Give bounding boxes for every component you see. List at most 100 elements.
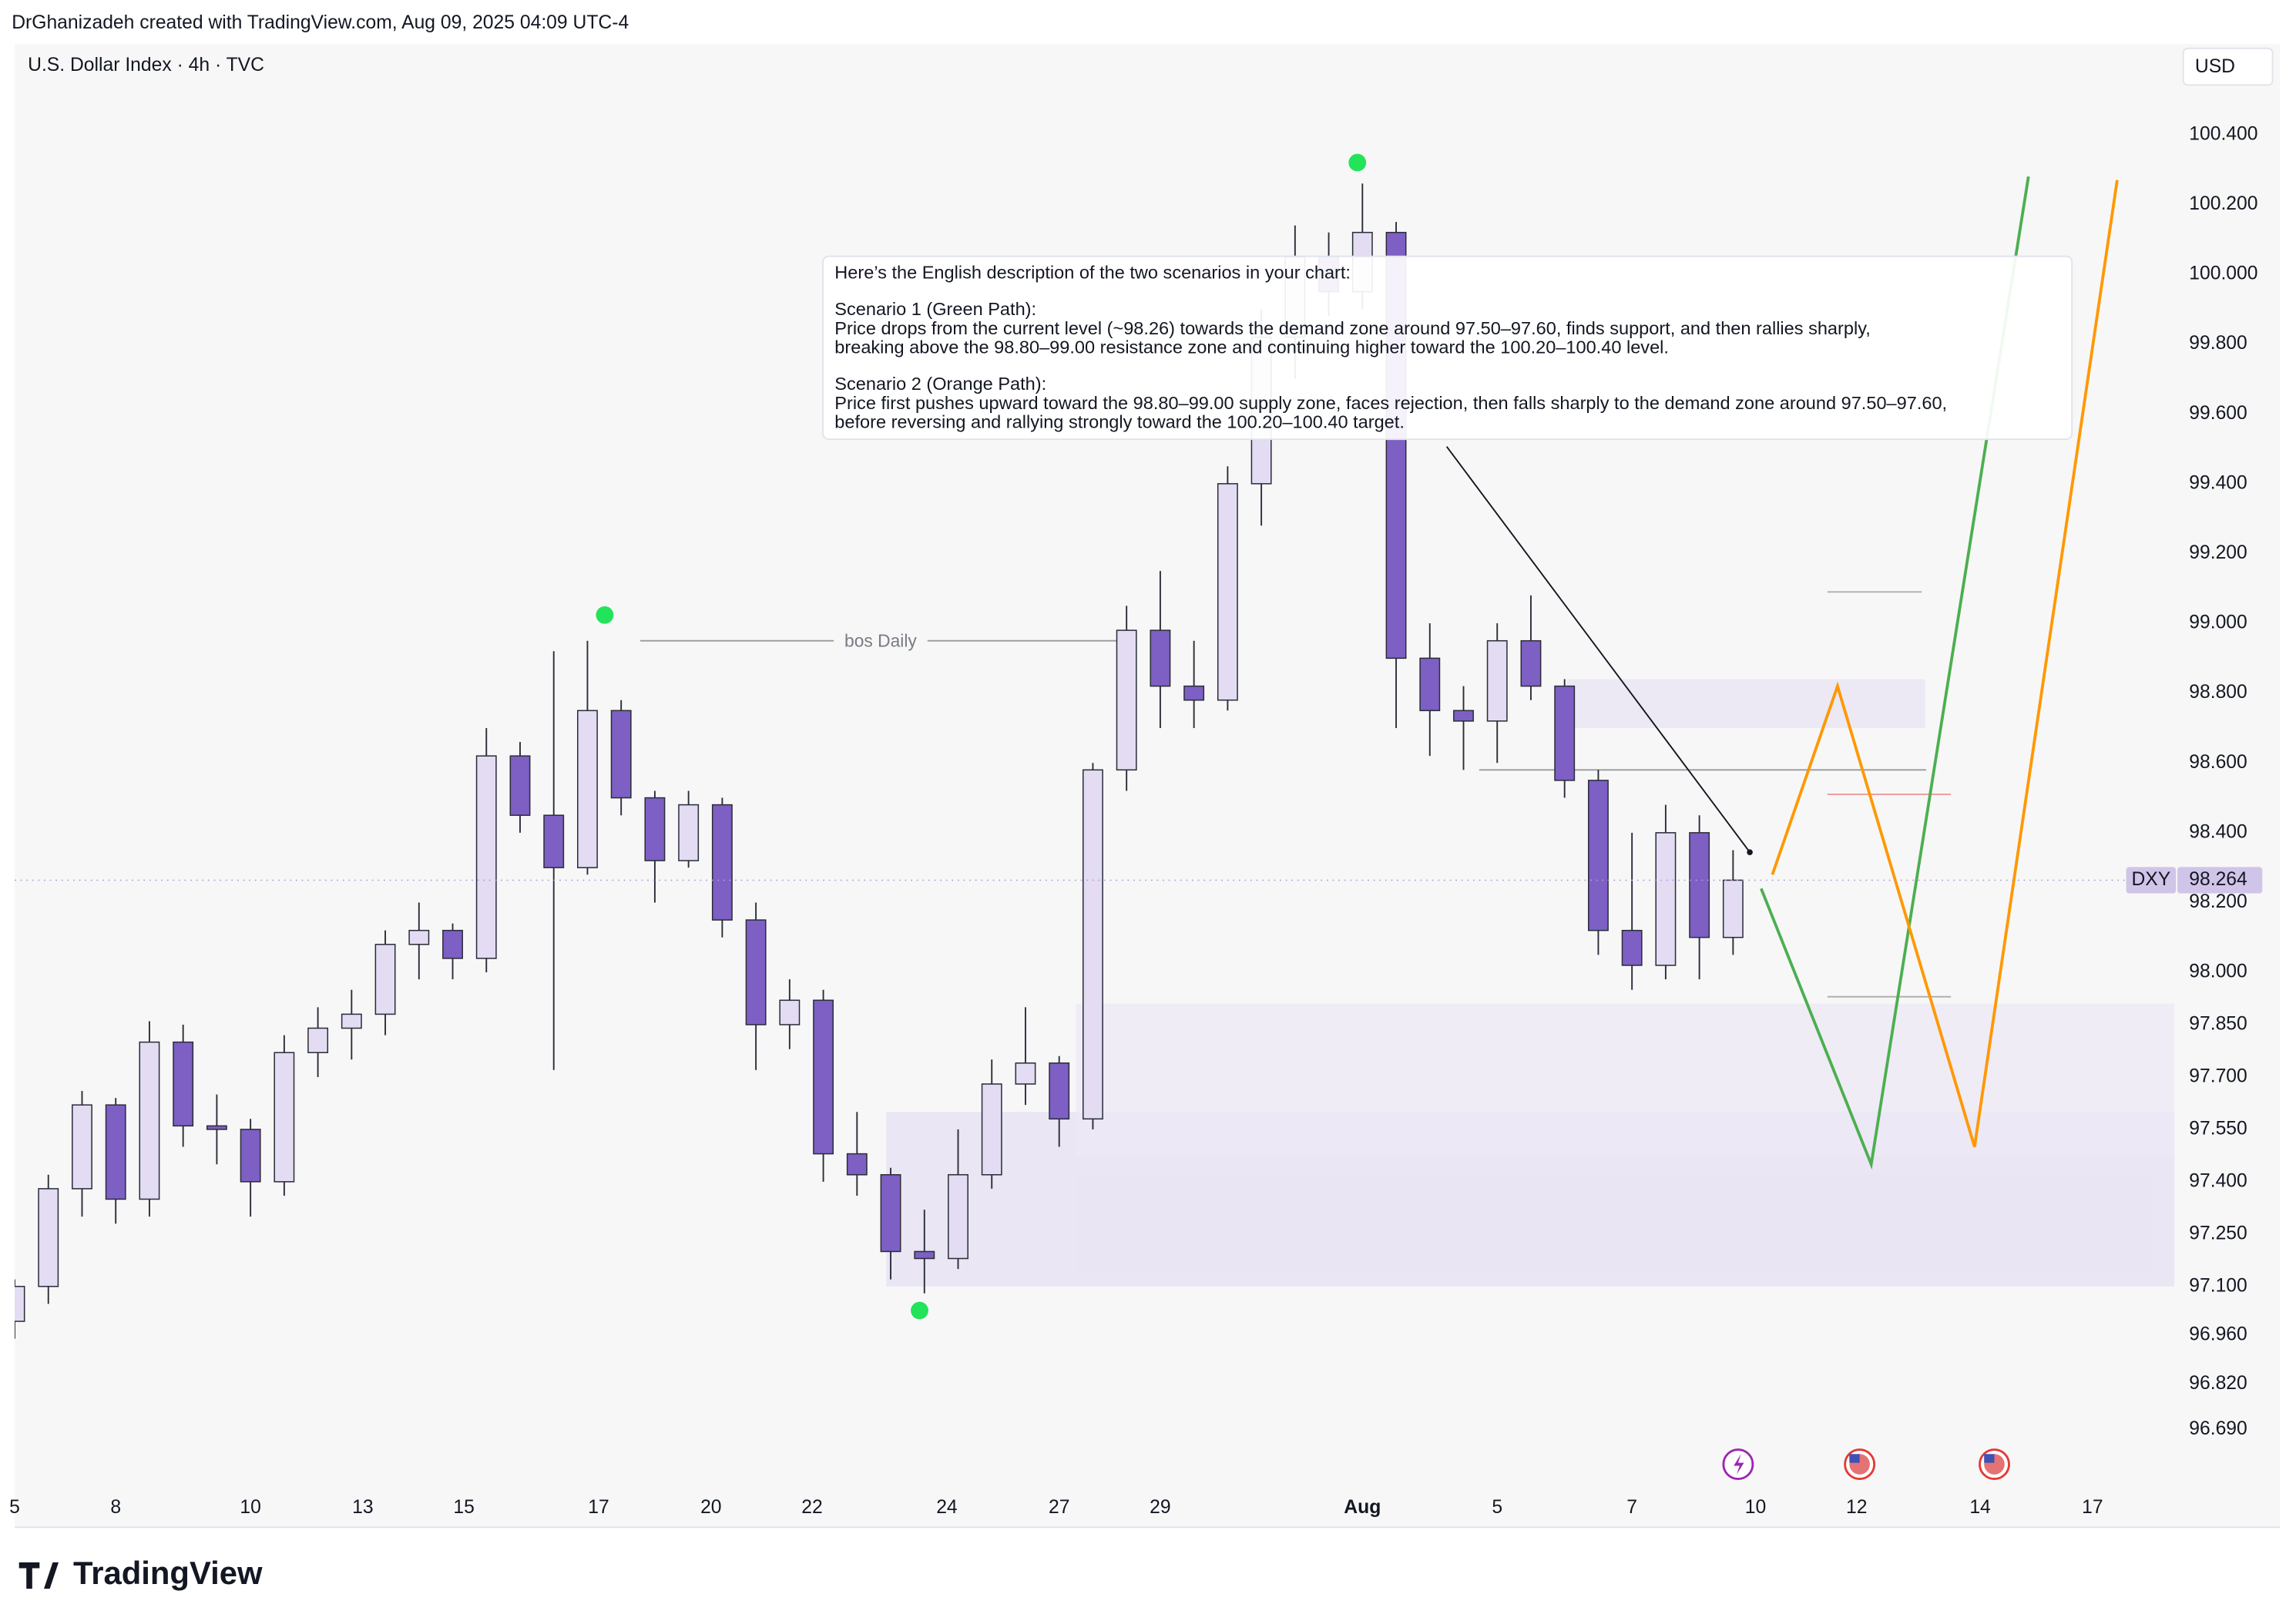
x-tick-label: 10: [240, 1497, 260, 1518]
candle-body: [1486, 639, 1508, 722]
candle-body: [846, 1153, 868, 1176]
candle-body: [274, 1052, 295, 1183]
candle-body: [509, 755, 531, 816]
y-tick-label: 98.400: [2189, 821, 2247, 842]
candle-body: [610, 710, 632, 799]
x-tick-label: 12: [1846, 1497, 1867, 1518]
annotation-intro: Here’s the English description of the tw…: [834, 263, 1351, 283]
x-tick-label: 17: [588, 1497, 609, 1518]
annotation-heading: Scenario 1 (Green Path):: [834, 299, 1036, 319]
scenario-path: [1771, 180, 2119, 1148]
candle-body: [948, 1174, 968, 1260]
x-tick-label: 17: [2082, 1497, 2103, 1518]
symbol-tag: [2126, 867, 2177, 894]
candle-body: [72, 1104, 92, 1190]
currency[interactable]: USD: [2195, 56, 2235, 77]
candle-body: [914, 1250, 935, 1260]
brand[interactable]: TradingView: [73, 1555, 263, 1591]
y-tick-label: 99.200: [2189, 542, 2247, 563]
y-tick-label: 99.600: [2189, 403, 2247, 424]
currency-box[interactable]: [2182, 47, 2274, 86]
y-tick-label: 97.250: [2189, 1223, 2247, 1243]
candle-body: [779, 999, 801, 1025]
y-tick-label: 100.200: [2189, 193, 2257, 214]
x-tick-label: 5: [1492, 1497, 1502, 1518]
candle-body: [644, 797, 666, 861]
annotation-line: Price first pushes upward toward the 98.…: [834, 393, 1947, 413]
symbol-label: DXY: [2131, 869, 2170, 890]
candle-body: [307, 1027, 329, 1053]
zone: [1566, 679, 1925, 728]
bos-label: bos Daily: [844, 631, 917, 651]
candle-body: [1116, 629, 1137, 771]
candle-body: [15, 1285, 25, 1322]
pivot-dot: [1348, 153, 1367, 172]
y-tick-label: 97.400: [2189, 1170, 2247, 1191]
y-tick-label: 97.700: [2189, 1066, 2247, 1086]
y-tick-label: 99.800: [2189, 333, 2247, 354]
x-tick-label: Aug: [1344, 1497, 1381, 1518]
price-label: 98.264: [2189, 869, 2247, 890]
annotation-box: [822, 255, 2073, 441]
candle-body: [1150, 629, 1171, 687]
y-tick-label: 98.200: [2189, 891, 2247, 912]
candle-body: [38, 1188, 59, 1287]
x-tick-label: 8: [110, 1497, 121, 1518]
callout-point: [1747, 849, 1753, 855]
candle-body: [813, 999, 834, 1155]
event-bolt: [1734, 1454, 1744, 1475]
candle-body: [577, 710, 598, 868]
candle-body: [1015, 1062, 1036, 1085]
candle-body: [543, 814, 565, 868]
y-tick-label: 98.600: [2189, 752, 2247, 773]
candle-body: [745, 919, 767, 1025]
x-tick-label: 14: [1969, 1497, 1990, 1518]
x-tick-label: 13: [352, 1497, 373, 1518]
candle-body: [1621, 929, 1643, 966]
candle-body: [374, 944, 396, 1015]
x-tick-label: 27: [1049, 1497, 1069, 1518]
x-tick-label: 5: [9, 1497, 20, 1518]
candle-body: [1554, 685, 1576, 781]
header: DrGhanizadeh created with TradingView.co…: [12, 12, 629, 33]
event-flag-canton: [1849, 1454, 1860, 1463]
x-tick-label: 29: [1150, 1497, 1170, 1518]
brand-logo[interactable]: [18, 1562, 59, 1589]
candle-body: [1419, 657, 1441, 712]
candle-body: [475, 755, 497, 959]
callout-line: [1445, 446, 1751, 853]
x-tick-label: 7: [1626, 1497, 1637, 1518]
y-tick-label: 100.000: [2189, 263, 2257, 284]
annotation-heading: Scenario 2 (Orange Path):: [834, 374, 1046, 394]
candle-body: [240, 1129, 261, 1183]
y-tick-label: 100.400: [2189, 123, 2257, 144]
y-tick-label: 97.850: [2189, 1014, 2247, 1035]
x-tick-label: 22: [801, 1497, 822, 1518]
candle-body: [139, 1041, 160, 1200]
candle-body: [1655, 832, 1677, 966]
candle-body: [105, 1104, 126, 1200]
y-tick-label: 96.690: [2189, 1418, 2247, 1439]
pivot-dot: [596, 606, 614, 624]
scenario-path: [1760, 176, 2030, 1170]
candle-body: [1083, 769, 1103, 1120]
event-flag-canton: [1984, 1454, 1995, 1463]
y-tick-label: 97.100: [2189, 1275, 2247, 1296]
y-tick-label: 96.960: [2189, 1324, 2247, 1345]
y-tick-label: 96.820: [2189, 1373, 2247, 1394]
x-tick-label: 10: [1745, 1497, 1766, 1518]
x-tick-label: 24: [936, 1497, 957, 1518]
plot: bos Daily: [15, 176, 2175, 1339]
candle-body: [1520, 639, 1542, 687]
candle-body: [442, 929, 463, 959]
candle-body: [1217, 483, 1238, 701]
annotation-line: before reversing and rallying strongly t…: [834, 412, 1405, 432]
x-tick-label: 20: [700, 1497, 721, 1518]
candle-body: [711, 804, 733, 921]
candle-body: [1689, 832, 1710, 938]
chart-title: U.S. Dollar Index · 4h · TVC: [28, 55, 264, 76]
candle-body: [880, 1174, 901, 1253]
y-tick-label: 99.000: [2189, 612, 2247, 633]
